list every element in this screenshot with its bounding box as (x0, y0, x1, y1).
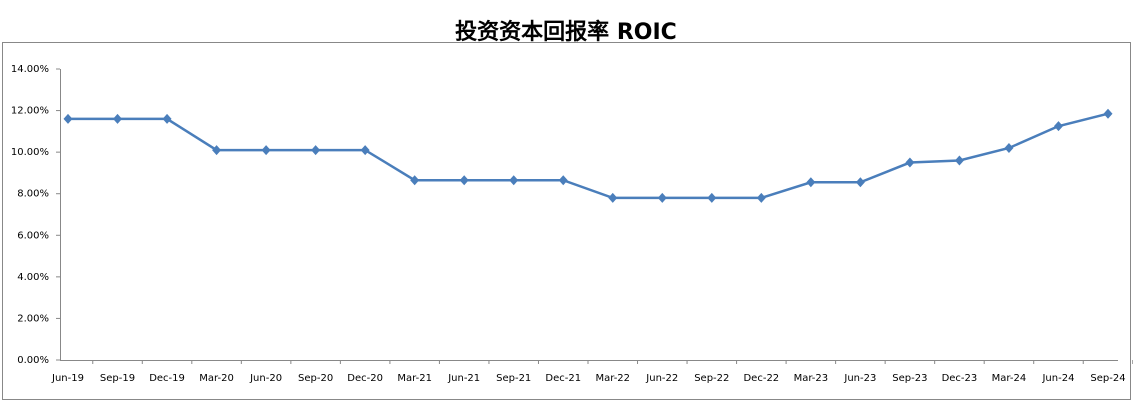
y-tick-label: 12.00% (11, 106, 49, 117)
y-tick-label: 14.00% (11, 64, 49, 75)
x-tick-label: Dec-22 (743, 373, 779, 384)
x-tick-label: Sep-24 (1090, 373, 1125, 384)
x-tick-label: Dec-20 (347, 373, 383, 384)
x-tick-label: Jun-22 (645, 373, 678, 384)
marker (608, 192, 618, 203)
marker (1103, 108, 1113, 119)
x-tick-label: Jun-24 (1041, 373, 1074, 384)
x-tick-label: Mar-20 (199, 373, 234, 384)
x-tick-label: Mar-22 (595, 373, 630, 384)
marker (212, 145, 222, 156)
x-tick-label: Sep-20 (298, 373, 333, 384)
marker (261, 145, 271, 156)
y-tick-label: 0.00% (17, 355, 49, 366)
x-tick-label: Dec-23 (942, 373, 978, 384)
marker (113, 113, 123, 124)
y-tick-label: 4.00% (17, 272, 49, 283)
x-tick-label: Sep-19 (100, 373, 135, 384)
x-tick-label: Dec-19 (149, 373, 185, 384)
x-tick-label: Mar-21 (397, 373, 432, 384)
marker (855, 177, 865, 188)
x-tick-label: Mar-24 (992, 373, 1027, 384)
x-tick-label: Jun-23 (843, 373, 876, 384)
y-tick-label: 8.00% (17, 189, 49, 200)
y-tick-label: 6.00% (17, 230, 49, 241)
x-tick-label: Jun-19 (51, 373, 84, 384)
marker (806, 177, 816, 188)
chart-border (2, 42, 1131, 400)
marker (311, 145, 321, 156)
marker (954, 155, 964, 166)
marker (707, 192, 717, 203)
x-tick-label: Sep-23 (892, 373, 927, 384)
marker (459, 175, 469, 186)
marker (1053, 121, 1063, 132)
marker (162, 113, 172, 124)
x-tick-label: Sep-22 (694, 373, 729, 384)
chart-title: 投资资本回报率 ROIC (455, 19, 677, 45)
marker (509, 175, 519, 186)
marker (558, 175, 568, 186)
marker (657, 192, 667, 203)
y-tick-label: 2.00% (17, 313, 49, 324)
marker (1004, 142, 1014, 153)
marker (905, 157, 915, 168)
x-tick-label: Jun-21 (447, 373, 480, 384)
line (68, 112, 1109, 200)
marker (63, 113, 73, 124)
x-tick-label: Sep-21 (496, 373, 531, 384)
marker (360, 145, 370, 156)
x-tick-label: Jun-20 (249, 373, 282, 384)
y-tick-label: 10.00% (11, 147, 49, 158)
marker (756, 192, 766, 203)
x-tick-label: Dec-21 (545, 373, 581, 384)
x-tick-label: Mar-23 (794, 373, 829, 384)
marker (410, 175, 420, 186)
